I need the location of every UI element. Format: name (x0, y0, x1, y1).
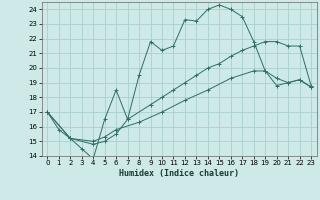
X-axis label: Humidex (Indice chaleur): Humidex (Indice chaleur) (119, 169, 239, 178)
